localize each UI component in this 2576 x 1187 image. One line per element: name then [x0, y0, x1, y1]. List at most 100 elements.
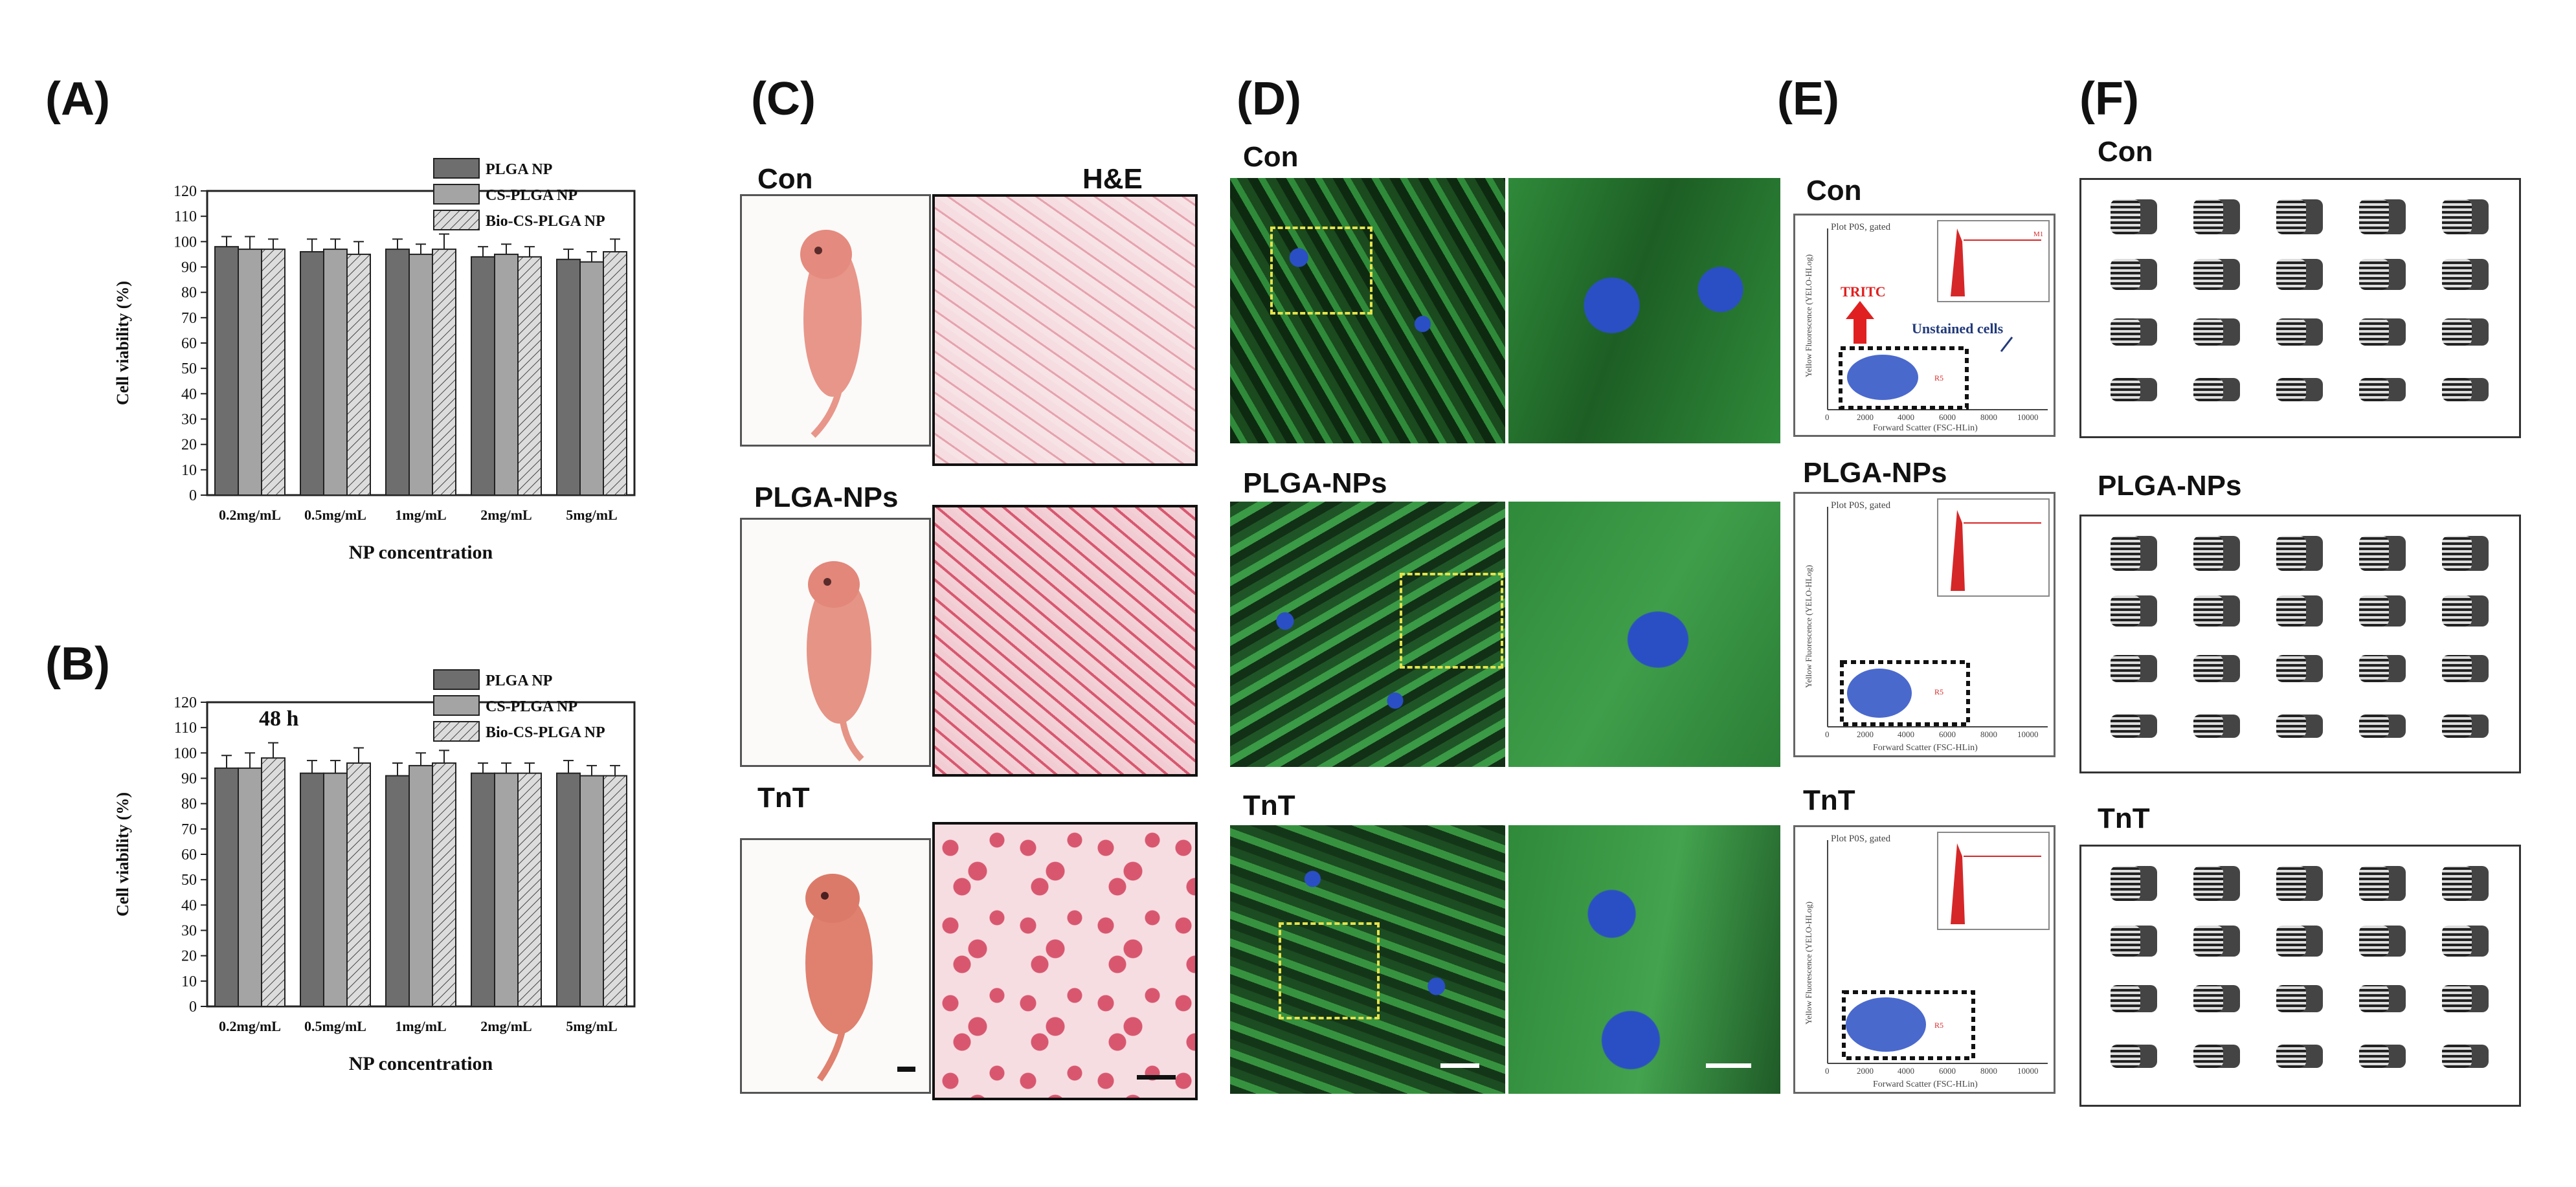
y-tick-label: 120 [174, 694, 197, 711]
chromosome-pair [2359, 655, 2389, 682]
y-tick-label: 120 [174, 183, 197, 200]
bar [300, 772, 324, 1008]
row-label-tnt-e: TnT [1803, 784, 1855, 816]
he-image-tnt [932, 822, 1198, 1100]
svg-text:10000: 10000 [2017, 1066, 2039, 1076]
bar [300, 251, 324, 496]
flow-x-label: Forward Scatter (FSC-HLin) [1873, 423, 1978, 433]
chromosome-pair [2359, 1045, 2389, 1068]
y-tick-label: 60 [181, 847, 197, 863]
chromosome-pair [2276, 715, 2306, 738]
bar [579, 261, 604, 496]
legend-swatch [433, 158, 480, 179]
svg-text:Yellow Fluorescence (YELO-HLog: Yellow Fluorescence (YELO-HLog) [1804, 902, 1813, 1025]
animal-photo-tnt [740, 838, 931, 1094]
chromosome-pair [2276, 378, 2306, 401]
svg-text:Plot P0S, gated: Plot P0S, gated [1831, 500, 1891, 511]
chromosome-pair [2276, 1045, 2306, 1068]
bar [346, 253, 371, 496]
chromosome-pair [2193, 655, 2223, 682]
svg-text:2000: 2000 [1857, 1066, 1874, 1076]
y-tick-label: 100 [174, 745, 197, 762]
bar [556, 258, 581, 496]
bar [603, 251, 627, 496]
bar [471, 256, 495, 496]
y-tick-label: 40 [181, 386, 197, 403]
y-tick-label: 100 [174, 234, 197, 250]
fluorescence-image-plga [1230, 502, 1505, 767]
chromosome-pair [2193, 595, 2223, 627]
x-tick-label: 5mg/mL [566, 1018, 617, 1034]
svg-text:4000: 4000 [1898, 729, 1914, 739]
y-tick-label: 110 [174, 720, 197, 737]
x-tick-label: 5mg/mL [566, 507, 617, 523]
chromosome-pair [2359, 259, 2389, 290]
flow-plot-plga: Plot P0S, gated Yellow Fluorescence (YEL… [1793, 492, 2055, 757]
y-tick-label: 70 [181, 310, 197, 327]
row-label-tnt-c: TnT [757, 782, 810, 814]
chromosome-pair [2111, 378, 2140, 401]
chromosome-pair [2111, 318, 2140, 346]
bar [432, 249, 456, 496]
chromosome-pair [2276, 595, 2306, 627]
y-axis-label: Cell viability (%) [113, 792, 132, 916]
y-tick-label: 20 [181, 948, 197, 965]
row-label-con-d: Con [1243, 141, 1299, 173]
panel-label-b: (B) [45, 638, 110, 690]
chromosome-pair [2276, 655, 2306, 682]
chromosome-pair [2276, 199, 2306, 234]
fluorescence-zoom-tnt [1508, 825, 1780, 1094]
fluorescence-zoom-plga [1508, 502, 1780, 767]
y-tick-label: 70 [181, 821, 197, 838]
legend-label: PLGA NP [486, 672, 552, 689]
bar [323, 772, 348, 1008]
bar-chart-b: 0 10 20 30 40 50 60 70 80 90 100 110 120 Cell viabili… [113, 669, 636, 1074]
y-tick-label: 30 [181, 923, 197, 940]
flow-plot-svg: Plot P0S, gated Yellow Fluorescence (YEL… [1804, 832, 2050, 1089]
svg-text:6000: 6000 [1939, 1066, 1956, 1076]
chromosome-pair [2276, 318, 2306, 346]
y-tick-label: 90 [181, 260, 197, 276]
row-label-con-e: Con [1806, 175, 1862, 206]
fluorescence-image-con [1230, 178, 1505, 443]
chromosome-pair [2442, 715, 2472, 738]
bar [409, 764, 433, 1008]
karyotype-tnt [2079, 845, 2521, 1107]
bar [556, 772, 581, 1008]
chromosome-pair [2111, 715, 2140, 738]
x-tick-label: 0.5mg/mL [304, 1018, 366, 1034]
bar [323, 249, 348, 496]
x-tick-label: 2mg/mL [480, 507, 532, 523]
roi-box [1270, 227, 1372, 315]
he-column-title: H&E [1082, 163, 1143, 195]
legend-label: PLGA NP [486, 161, 552, 178]
svg-text:R5: R5 [1934, 1021, 1943, 1030]
row-label-tnt-f: TnT [2098, 803, 2150, 834]
bar [517, 256, 542, 496]
row-label-plga-e: PLGA-NPs [1803, 457, 1947, 489]
chromosome-pair [2111, 985, 2140, 1012]
chromosome-pair [2442, 536, 2472, 571]
svg-text:0: 0 [1825, 412, 1830, 422]
bar [603, 775, 627, 1007]
panel-label-c: (C) [751, 73, 816, 125]
y-tick-label: 30 [181, 412, 197, 428]
bar-chart-a: 0 10 20 30 40 50 60 70 80 90 100 110 120 Cell viabili… [113, 158, 636, 563]
bar [517, 772, 542, 1008]
y-tick-label: 80 [181, 285, 197, 302]
chromosome-pair [2442, 866, 2472, 901]
chromosome-pair [2111, 926, 2140, 957]
row-label-plga-d: PLGA-NPs [1243, 467, 1387, 499]
svg-text:10000: 10000 [2017, 412, 2039, 422]
chromosome-pair [2111, 536, 2140, 571]
chromosome-pair [2193, 985, 2223, 1012]
animal-photo-con [740, 194, 931, 447]
chromosome-pair [2193, 378, 2223, 401]
bar [385, 249, 410, 496]
flow-y-label: Yellow Fluorescence (YELO-HLog) [1804, 254, 1813, 377]
x-tick-label: 1mg/mL [395, 1018, 446, 1034]
chromosome-pair [2442, 259, 2472, 290]
chromosome-pair [2276, 259, 2306, 290]
chromosome-pair [2111, 259, 2140, 290]
chromosome-pair [2359, 985, 2389, 1012]
